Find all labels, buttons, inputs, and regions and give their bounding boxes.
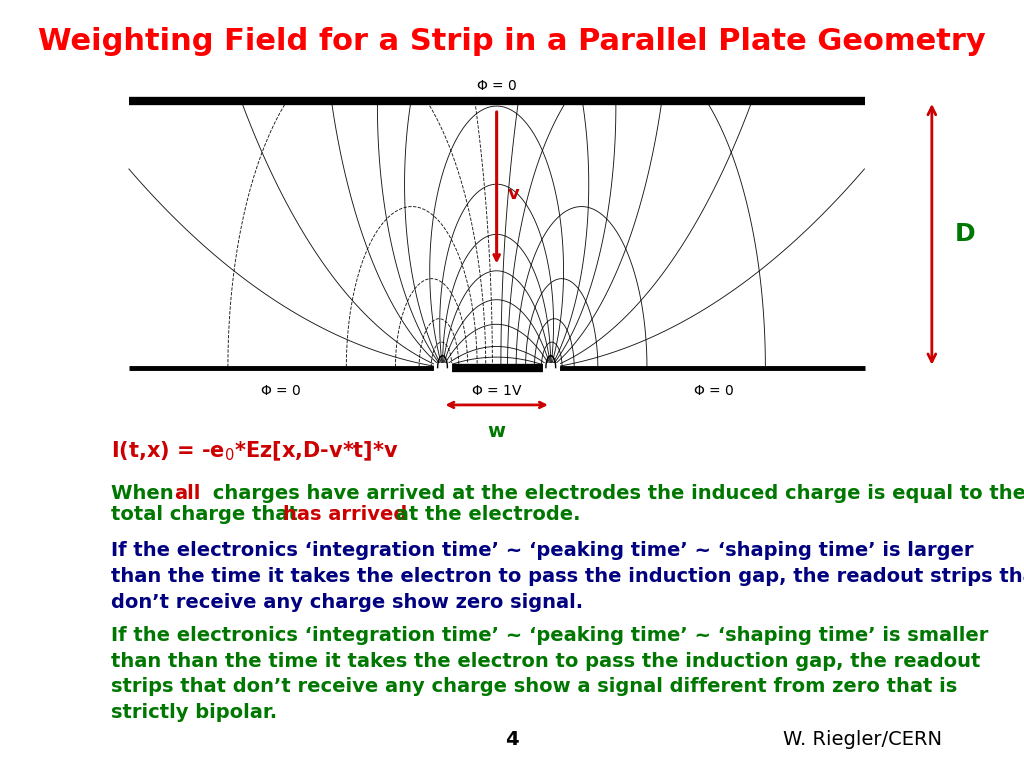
Text: total charge that: total charge that	[111, 505, 304, 524]
Text: w: w	[487, 422, 506, 442]
Text: v: v	[508, 185, 519, 204]
Text: If the electronics ‘integration time’ ~ ‘peaking time’ ~ ‘shaping time’ is small: If the electronics ‘integration time’ ~ …	[111, 626, 988, 722]
Text: W. Riegler/CERN: W. Riegler/CERN	[783, 730, 942, 749]
Text: I(t,x) = -e$_0$*Ez[x,D-v*t]*v: I(t,x) = -e$_0$*Ez[x,D-v*t]*v	[111, 439, 398, 462]
Text: $\Phi$ = 1V: $\Phi$ = 1V	[471, 383, 522, 398]
Text: all: all	[174, 484, 201, 503]
Text: $\Phi$ = 0: $\Phi$ = 0	[259, 383, 301, 398]
Text: at the electrode.: at the electrode.	[389, 505, 581, 524]
Text: $\Phi$ = 0: $\Phi$ = 0	[476, 79, 517, 93]
Text: has arrived: has arrived	[283, 505, 407, 524]
Text: Weighting Field for a Strip in a Parallel Plate Geometry: Weighting Field for a Strip in a Paralle…	[38, 27, 986, 56]
Text: When: When	[111, 484, 180, 503]
Text: charges have arrived at the electrodes the induced charge is equal to the: charges have arrived at the electrodes t…	[206, 484, 1024, 503]
Text: 4: 4	[505, 730, 519, 749]
Text: D: D	[954, 223, 975, 247]
Text: If the electronics ‘integration time’ ~ ‘peaking time’ ~ ‘shaping time’ is large: If the electronics ‘integration time’ ~ …	[111, 541, 1024, 612]
Text: $\Phi$ = 0: $\Phi$ = 0	[692, 383, 734, 398]
